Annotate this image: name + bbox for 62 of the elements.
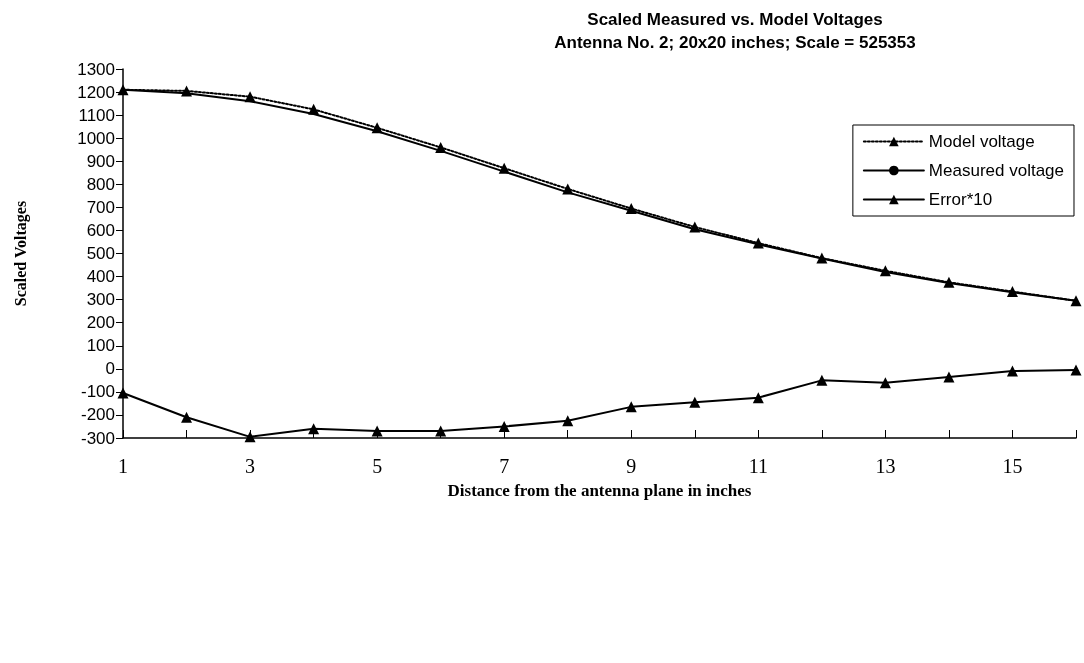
point: [498, 162, 510, 174]
y-tick-label: 1100: [78, 105, 115, 125]
y-tick-label: 0: [105, 359, 115, 379]
point: [435, 141, 447, 153]
y-tick-label: 200: [86, 313, 115, 333]
point: [1070, 295, 1082, 307]
point: [1006, 365, 1018, 377]
point: [625, 401, 637, 413]
x-tick-label: 3: [245, 455, 256, 477]
y-tick-label: 600: [86, 220, 115, 240]
x-tick-label: 1: [118, 455, 128, 477]
point: [625, 203, 637, 215]
x-tick-label: 11: [748, 455, 768, 477]
y-tick-label: 300: [86, 290, 115, 310]
y-tick-label: 900: [86, 151, 115, 171]
chart-title: Scaled Measured vs. Model Voltages: [587, 10, 883, 29]
x-tick-label: 9: [626, 455, 637, 477]
point: [816, 252, 828, 264]
point: [689, 221, 701, 233]
y-tick-label: 500: [86, 244, 115, 263]
legend-label: Measured voltage: [928, 161, 1064, 180]
point: [244, 431, 256, 443]
point: [244, 91, 256, 103]
point: [752, 392, 764, 404]
y-tick-label: 100: [86, 336, 115, 356]
point: [816, 374, 828, 386]
y-tick-label: 1000: [77, 128, 115, 148]
x-tick-label: 5: [372, 455, 383, 477]
y-tick-label: 1300: [77, 59, 115, 79]
point: [1070, 364, 1082, 376]
point: [943, 371, 955, 383]
y-tick-label: 1200: [77, 82, 115, 102]
point: [498, 420, 510, 432]
point: [181, 85, 193, 97]
point: [371, 122, 383, 134]
point: [562, 415, 574, 427]
x-tick-label: 13: [875, 455, 896, 477]
y-tick-label: 700: [86, 197, 115, 217]
y-tick-label: -300: [80, 428, 115, 448]
point: [689, 396, 701, 408]
y-tick-label: 800: [86, 174, 115, 194]
chart-subtitle: Antenna No. 2; 20x20 inches; Scale = 525353: [554, 33, 916, 52]
point: [435, 425, 447, 437]
y-tick-label: 400: [86, 267, 115, 287]
point: [181, 411, 193, 423]
y-tick-label: -200: [80, 405, 115, 425]
point: [879, 265, 891, 277]
x-axis-title: Distance from the antenna plane in inches: [447, 481, 752, 500]
point: [752, 237, 764, 249]
point: [879, 377, 891, 389]
x-tick-label: 15: [1002, 455, 1023, 477]
legend-label: Error*10: [928, 190, 993, 209]
legend-label: Model voltage: [928, 132, 1035, 151]
point: [943, 276, 955, 288]
point: [562, 183, 574, 195]
x-tick-label: 7: [499, 455, 510, 477]
point: [371, 425, 383, 437]
y-tick-label: -100: [80, 382, 115, 402]
point: [308, 103, 320, 115]
y-axis-title: Scaled Voltages: [11, 200, 30, 307]
point: [308, 423, 320, 435]
point: [1006, 286, 1018, 298]
